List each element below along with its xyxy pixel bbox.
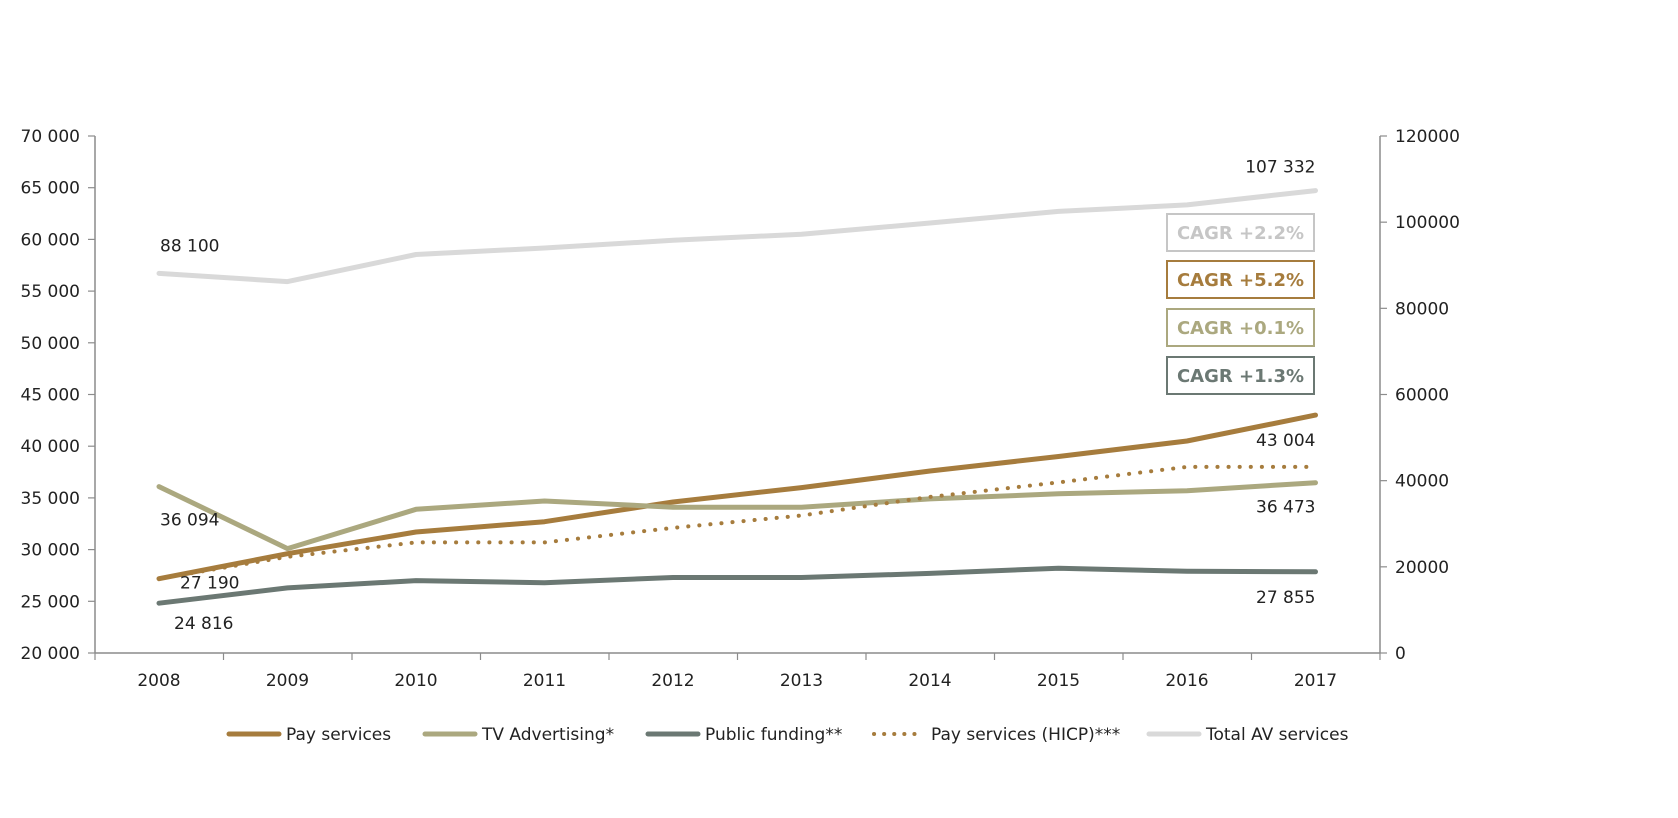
cagr-box (1166, 308, 1315, 347)
series-line-pay-services-hicp (157, 464, 1318, 581)
left-axis-tick-label: 35 000 (21, 489, 80, 509)
x-axis-tick-label: 2008 (137, 671, 180, 691)
x-axis-tick-label: 2017 (1294, 671, 1337, 691)
data-label: 27 855 (1256, 588, 1315, 608)
left-axis-tick-label: 30 000 (21, 541, 80, 561)
cagr-label: CAGR +2.2% (1177, 223, 1304, 244)
data-label: 43 004 (1256, 431, 1315, 451)
x-axis-tick-label: 2015 (1037, 671, 1080, 691)
x-axis-tick-label: 2016 (1165, 671, 1208, 691)
legend-label: Pay services (286, 725, 391, 745)
left-axis-tick-label: 50 000 (21, 334, 80, 354)
x-axis-tick-label: 2009 (266, 671, 309, 691)
left-axis-tick-label: 60 000 (21, 230, 80, 250)
right-axis-tick-label: 0 (1395, 644, 1406, 664)
series-line-public-funding (156, 565, 1318, 606)
data-label: 27 190 (180, 574, 239, 594)
cagr-box (1166, 260, 1315, 299)
right-axis-tick-label: 120000 (1395, 127, 1460, 147)
data-labels: 88 100 107 332 36 094 27 190 24 816 43 004 36 … (160, 158, 1316, 635)
left-axis-tick-label: 40 000 (21, 437, 80, 457)
x-axis-tick-label: 2014 (908, 671, 951, 691)
legend-label: Pay services (HICP)*** (931, 725, 1120, 745)
left-axis-tick-label: 70 000 (21, 127, 80, 147)
data-label: 88 100 (160, 236, 219, 256)
x-axis-tick-label: 2010 (394, 671, 437, 691)
left-axis-tick-label: 25 000 (21, 592, 80, 612)
cagr-box (1166, 213, 1315, 252)
left-axis-tick-label: 45 000 (21, 386, 80, 406)
right-axis-tick-label: 40000 (1395, 472, 1449, 492)
cagr-label: CAGR +1.3% (1177, 366, 1304, 387)
data-label: 36 094 (160, 511, 219, 531)
data-label: 24 816 (174, 614, 233, 634)
legend-label: Total AV services (1205, 725, 1349, 745)
data-label: 36 473 (1256, 498, 1315, 518)
cagr-label: CAGR +5.2% (1177, 270, 1304, 291)
x-axis-tick-label: 2012 (651, 671, 694, 691)
right-axis-tick-label: 60000 (1395, 386, 1449, 406)
right-axis-tick-label: 20000 (1395, 558, 1449, 578)
series-line-pay-services (156, 412, 1318, 582)
right-axis-tick-label: 100000 (1395, 213, 1460, 233)
x-axis-tick-label: 2013 (780, 671, 823, 691)
cagr-box (1166, 356, 1315, 395)
data-label: 107 332 (1245, 158, 1315, 178)
right-axis-tick-label: 80000 (1395, 299, 1449, 319)
left-axis-tick-label: 55 000 (21, 282, 80, 302)
legend-label: Public funding** (705, 725, 842, 745)
series-layer (156, 188, 1318, 606)
legend: Pay services TV Advertising* Public fundin… (226, 725, 1349, 745)
x-axis-tick-label: 2011 (523, 671, 566, 691)
left-axis-tick-label: 20 000 (21, 644, 80, 664)
cagr-boxes: CAGR +2.2% CAGR +5.2% CAGR +0.1% CAGR +1.3% (1166, 213, 1315, 395)
left-axis-tick-label: 65 000 (21, 179, 80, 199)
series-line-total-av-services (156, 188, 1318, 285)
cagr-label: CAGR +0.1% (1177, 318, 1304, 339)
axes: 20 000 25 000 30 000 35 000 40 000 45 000 50 0… (21, 127, 1460, 691)
legend-label: TV Advertising* (481, 725, 614, 745)
series-line-tv-advertising (156, 480, 1318, 552)
